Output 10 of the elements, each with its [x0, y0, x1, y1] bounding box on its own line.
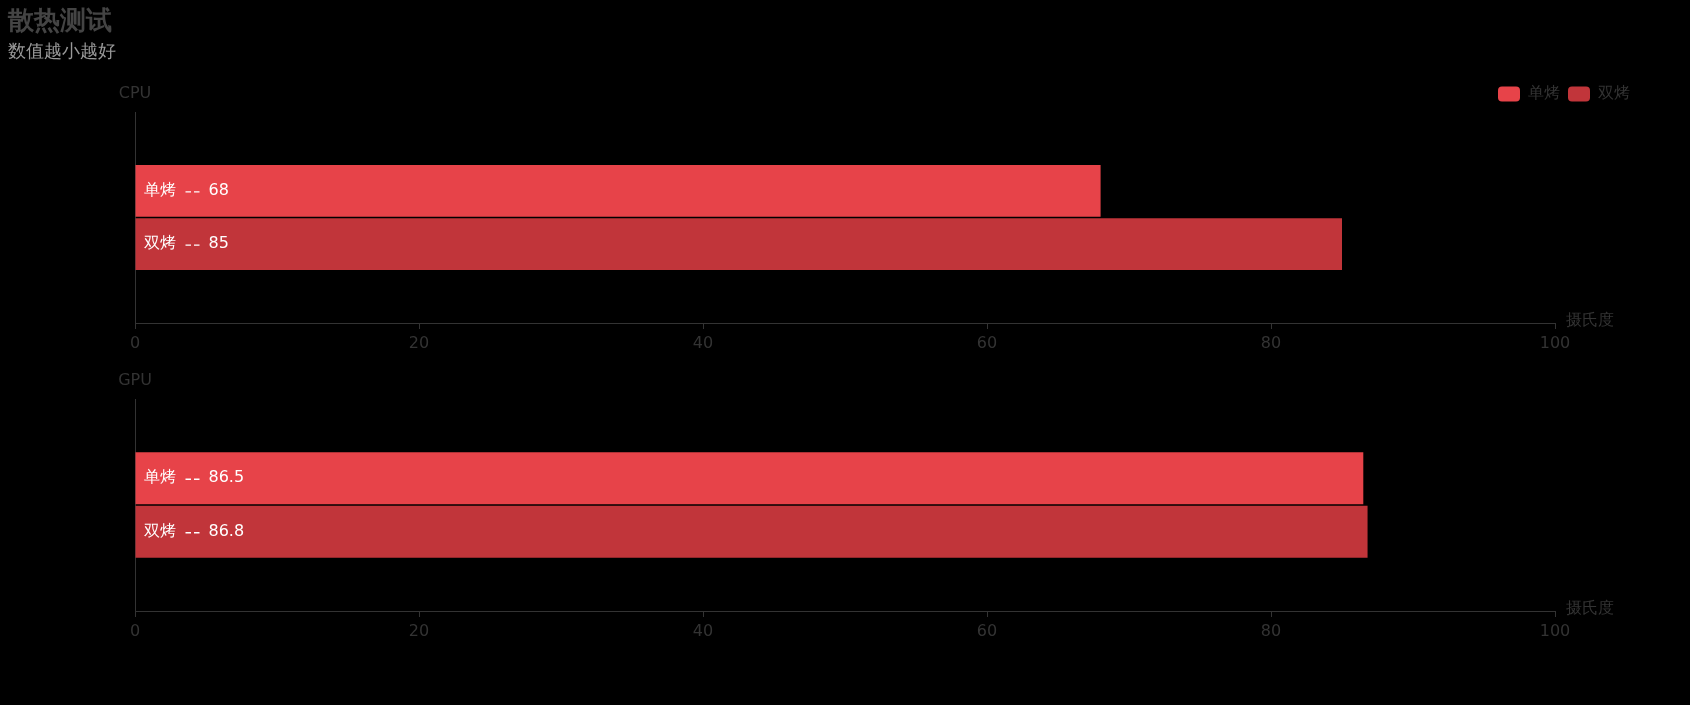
text: 双烤	[143, 233, 176, 253]
chart-subtitle: 数值越小越好	[8, 39, 116, 63]
data-label: 86.5	[208, 467, 245, 487]
chart-title: 散热测试	[8, 4, 112, 37]
data-label: 68	[208, 180, 229, 200]
data-label: 86.8	[208, 520, 245, 540]
series-label: 双烤	[143, 520, 176, 540]
text: 单烤	[143, 180, 176, 200]
series-label: 单烤	[143, 467, 176, 487]
data-label: 85	[208, 233, 229, 253]
